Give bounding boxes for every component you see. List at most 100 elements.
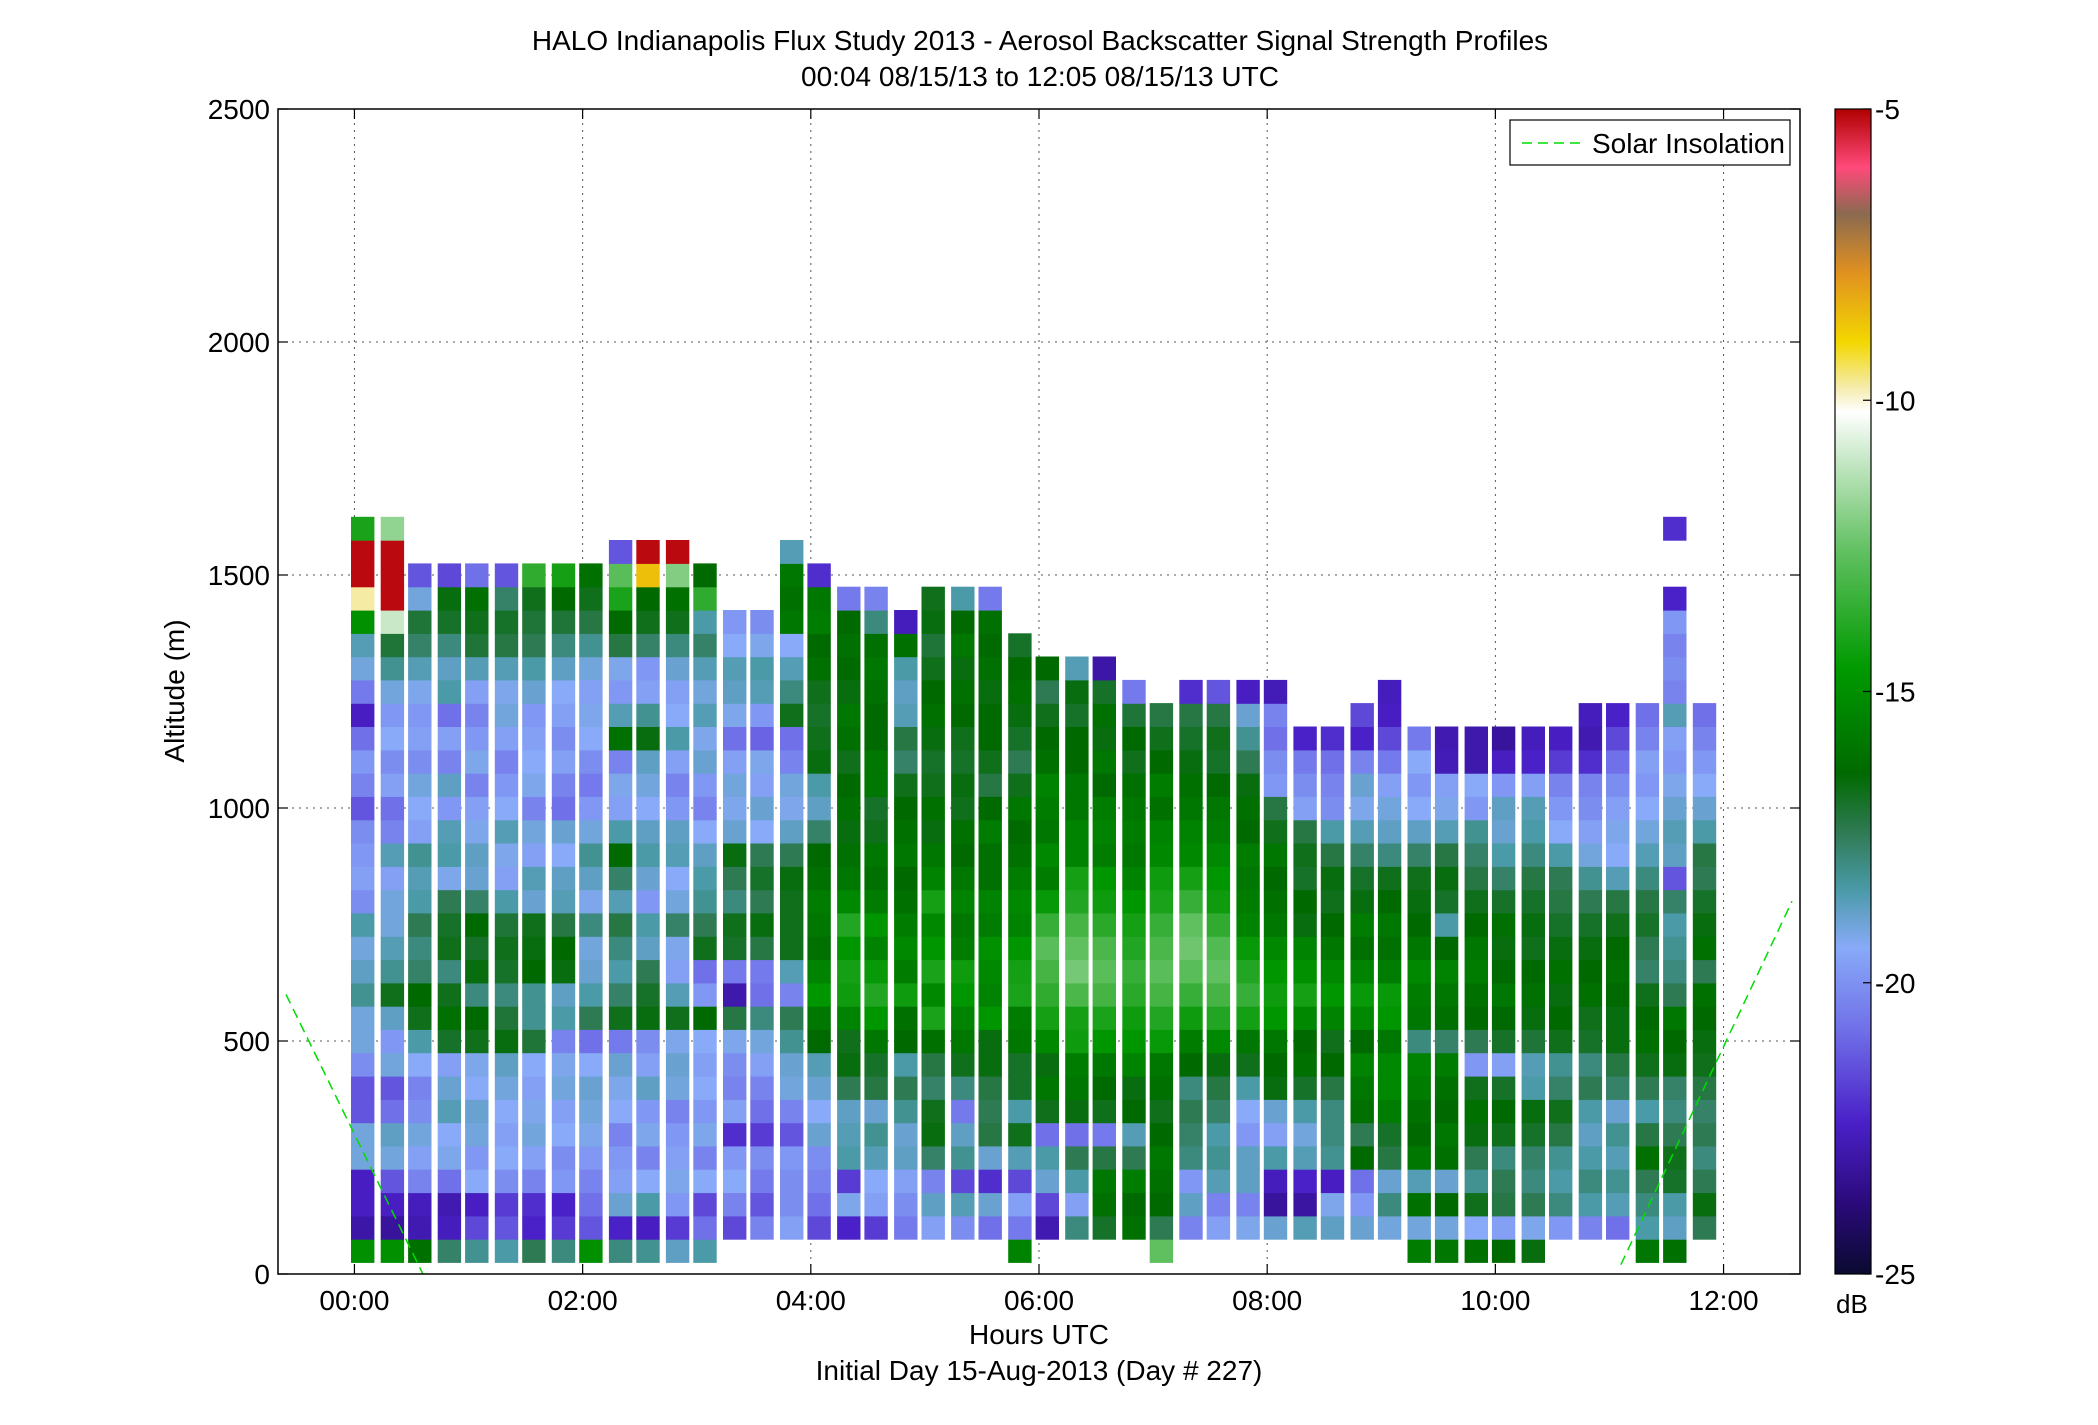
heatmap-cell [1663, 959, 1687, 984]
heatmap-cell [522, 1029, 546, 1054]
y-tick-label: 500 [223, 1026, 270, 1057]
heatmap-cell [723, 1145, 747, 1170]
heatmap-cell [1035, 726, 1059, 751]
heatmap-cell [494, 563, 519, 588]
heatmap-cell [1065, 843, 1089, 867]
heatmap-cell [1008, 1192, 1032, 1217]
heatmap-cell [864, 1006, 888, 1030]
heatmap-cell [894, 819, 918, 844]
heatmap-cell [1606, 889, 1630, 914]
heatmap-cell [408, 796, 432, 821]
heatmap-cell [494, 1006, 519, 1030]
heatmap-cell [951, 703, 975, 727]
heatmap-cell [780, 749, 804, 774]
heatmap-cell [437, 679, 462, 704]
heatmap-cell [1179, 982, 1203, 1007]
heatmap-cell [780, 912, 804, 937]
heatmap-cell [1407, 889, 1431, 914]
heatmap-cell [1122, 1169, 1146, 1194]
heatmap-cell [437, 982, 462, 1007]
heatmap-cell [1692, 1052, 1717, 1077]
heatmap-cell [1464, 1239, 1488, 1263]
heatmap-cell [665, 1076, 690, 1100]
heatmap-cell [494, 889, 519, 914]
heatmap-cell [1149, 1239, 1174, 1263]
heatmap-cell [494, 610, 519, 634]
heatmap-cells [351, 516, 1717, 1263]
heatmap-cell [380, 1052, 405, 1077]
x-axis-label: Hours UTC [969, 1319, 1109, 1350]
heatmap-cell [408, 563, 432, 588]
heatmap-cell [351, 1239, 375, 1263]
heatmap-cell [951, 773, 975, 797]
y-tick-label: 1000 [208, 793, 270, 824]
heatmap-cell [693, 959, 717, 984]
heatmap-cell [1236, 936, 1260, 961]
heatmap-cell [608, 1076, 633, 1100]
heatmap-cell [921, 843, 945, 867]
heatmap-cell [1606, 1006, 1630, 1030]
heatmap-cell [1377, 912, 1402, 937]
heatmap-cell [1635, 889, 1660, 914]
heatmap-cell [1521, 749, 1545, 774]
heatmap-cell [494, 773, 519, 797]
heatmap-cell [921, 679, 945, 704]
heatmap-cell [1350, 1006, 1374, 1030]
heatmap-cell [665, 819, 690, 844]
heatmap-cell [1065, 726, 1089, 751]
heatmap-cell [579, 563, 603, 588]
heatmap-cell [579, 819, 603, 844]
heatmap-cell [1035, 749, 1059, 774]
heatmap-cell [1578, 796, 1603, 821]
heatmap-cell [1179, 679, 1203, 704]
heatmap-cell [551, 1145, 576, 1170]
heatmap-cell [1236, 1006, 1260, 1030]
heatmap-cell [1606, 1192, 1630, 1217]
heatmap-cell [1236, 843, 1260, 867]
heatmap-cell [1350, 1029, 1374, 1054]
heatmap-cell [1663, 1215, 1687, 1240]
heatmap-cell [1263, 1076, 1288, 1100]
heatmap-cell [465, 703, 489, 727]
heatmap-cell [1350, 1192, 1374, 1217]
heatmap-cell [837, 1076, 861, 1100]
heatmap-cell [921, 819, 945, 844]
heatmap-cell [1350, 936, 1374, 961]
heatmap-cell [1035, 1192, 1059, 1217]
heatmap-cell [807, 1145, 831, 1170]
heatmap-cell [864, 1029, 888, 1054]
heatmap-cell [1663, 1006, 1687, 1030]
heatmap-cell [1179, 889, 1203, 914]
heatmap-cell [1491, 982, 1516, 1007]
heatmap-cell [894, 703, 918, 727]
heatmap-cell [437, 633, 462, 658]
heatmap-cell [1464, 1169, 1488, 1194]
heatmap-cell [579, 843, 603, 867]
heatmap-cell [750, 1122, 774, 1147]
heatmap-cell [837, 773, 861, 797]
heatmap-cell [636, 1239, 660, 1263]
heatmap-cell [1092, 796, 1116, 821]
heatmap-cell [723, 959, 747, 984]
heatmap-cell [1206, 703, 1231, 727]
heatmap-cell [1491, 959, 1516, 984]
heatmap-cell [1377, 1145, 1402, 1170]
heatmap-cell [1521, 1029, 1545, 1054]
heatmap-cell [1377, 726, 1402, 751]
heatmap-cell [636, 959, 660, 984]
heatmap-cell [750, 679, 774, 704]
heatmap-cell [665, 726, 690, 751]
heatmap-cell [1236, 866, 1260, 891]
heatmap-cell [522, 843, 546, 867]
heatmap-cell [1092, 819, 1116, 844]
heatmap-cell [1635, 749, 1660, 774]
heatmap-cell [1263, 819, 1288, 844]
heatmap-cell [1320, 1029, 1345, 1054]
heatmap-cell [1663, 773, 1687, 797]
heatmap-cell [1149, 1192, 1174, 1217]
heatmap-cell [1149, 1006, 1174, 1030]
heatmap-cell [551, 1006, 576, 1030]
heatmap-cell [1092, 679, 1116, 704]
heatmap-cell [1692, 749, 1717, 774]
heatmap-cell [1464, 1215, 1488, 1240]
